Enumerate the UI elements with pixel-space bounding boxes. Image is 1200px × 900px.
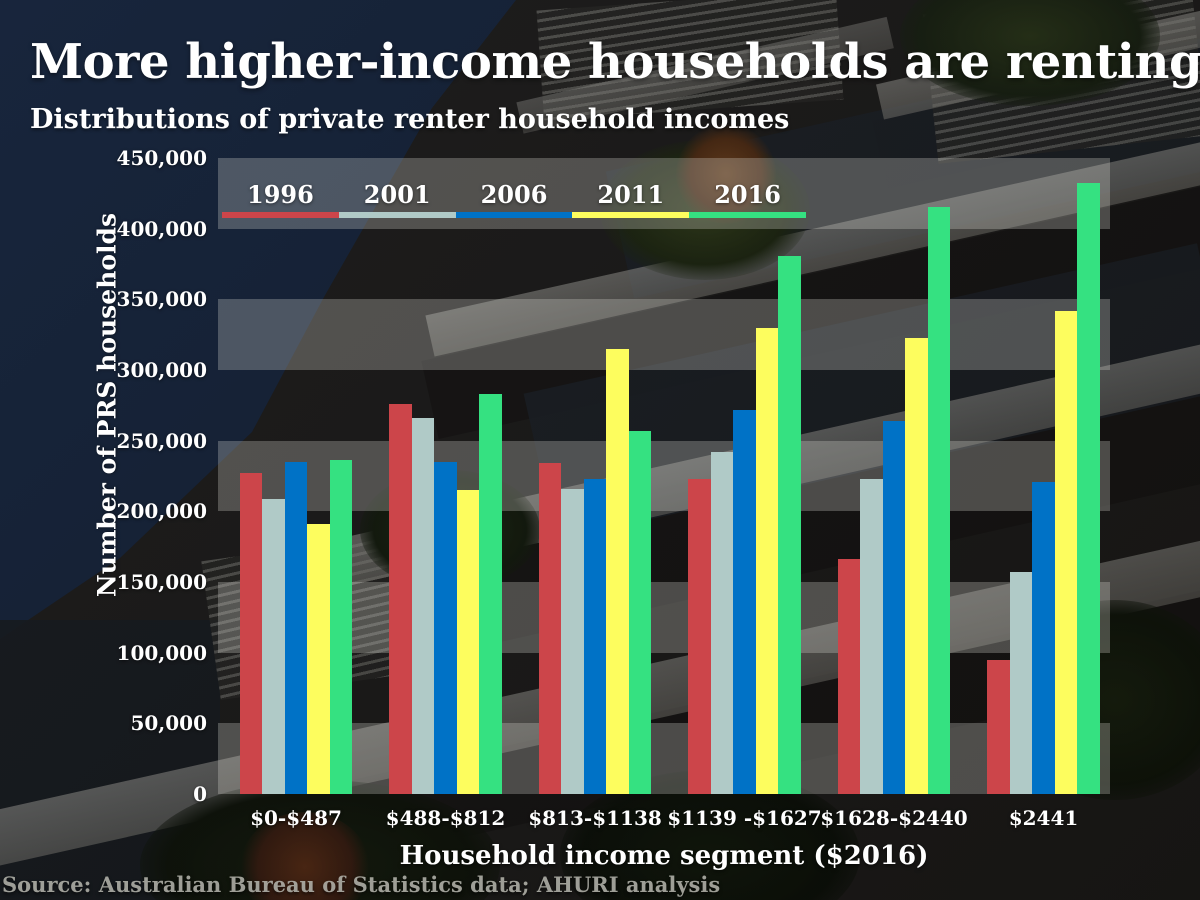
- bar-2006-$2441: [1032, 481, 1055, 794]
- bar-2006-$813-$1138: [583, 478, 607, 794]
- bar-2011-$813-$1138: [606, 348, 629, 794]
- bar-2011-$0-$487: [307, 524, 330, 794]
- legend-item-2006: 2006: [455, 180, 573, 218]
- bar-1996-$2441: [987, 659, 1010, 794]
- legend-year-label: 2016: [714, 180, 781, 209]
- legend-year-label: 1996: [247, 180, 314, 209]
- grid-band: [218, 440, 1110, 512]
- bar-2006-$0-$487: [284, 461, 308, 794]
- source-attribution: Source: Australian Bureau of Statistics …: [2, 872, 721, 897]
- y-tick-label: 450,000: [116, 146, 207, 170]
- bar-1996-$813-$1138: [538, 463, 562, 794]
- bar-2001-$2441: [1009, 572, 1033, 794]
- x-tick-label: $1139 -$1627: [667, 806, 822, 830]
- legend-color-swatch: [572, 212, 690, 218]
- plot-area: 1996 2001 2006 2011 2016: [218, 158, 1110, 794]
- x-tick-label: $2441: [1008, 806, 1079, 830]
- legend-item-1996: 1996: [222, 180, 339, 218]
- bar-2016-$1139 -$1627: [778, 255, 801, 794]
- y-tick-label: 200,000: [116, 499, 207, 524]
- legend-year-label: 2011: [597, 180, 665, 209]
- y-tick-label: 300,000: [116, 358, 207, 382]
- bar-2006-$1139 -$1627: [733, 409, 756, 794]
- chart-subtitle: Distributions of private renter househol…: [30, 104, 790, 135]
- bar-2016-$488-$812: [479, 394, 502, 794]
- y-tick-label: 0: [193, 782, 207, 806]
- bar-1996-$0-$487: [239, 473, 263, 794]
- y-tick-label: 50,000: [130, 711, 207, 736]
- bar-2011-$2441: [1054, 310, 1078, 794]
- legend-year-label: 2001: [363, 180, 431, 209]
- y-tick-label: 400,000: [116, 216, 207, 241]
- bar-1996-$1628-$2440: [837, 559, 861, 794]
- bar-2016-$2441: [1077, 183, 1100, 794]
- chart-title: More higher-income households are rentin…: [30, 34, 1200, 90]
- grid-band: [218, 582, 1110, 653]
- grid-band: [218, 299, 1110, 370]
- bar-1996-$488-$812: [389, 403, 412, 794]
- bar-2006-$1628-$2440: [882, 420, 906, 794]
- grid-band: [218, 723, 1110, 794]
- bar-2016-$813-$1138: [628, 430, 652, 794]
- x-tick-label: $1628-$2440: [820, 806, 968, 830]
- x-tick-label: $488-$812: [385, 806, 506, 830]
- x-tick-label: $0-$487: [250, 806, 342, 830]
- y-tick-label: 150,000: [116, 570, 207, 594]
- x-axis-ticks: $0-$487 $488-$812 $813-$1138 $1139 -$1627 $1…: [218, 806, 1110, 834]
- y-tick-label: 350,000: [116, 287, 207, 312]
- bar-2016-$0-$487: [329, 460, 353, 794]
- bar-2001-$0-$487: [262, 498, 285, 794]
- legend-color-swatch: [338, 212, 456, 218]
- bar-2001-$1628-$2440: [860, 478, 883, 794]
- bar-2016-$1628-$2440: [927, 207, 951, 794]
- legend-color-swatch: [689, 212, 806, 218]
- bar-2011-$1628-$2440: [905, 337, 928, 794]
- bar-1996-$1139 -$1627: [688, 478, 711, 794]
- x-tick-label: $813-$1138: [528, 806, 662, 830]
- bar-2001-$1139 -$1627: [710, 451, 734, 794]
- bar-2001-$813-$1138: [561, 488, 584, 794]
- bar-2001-$488-$812: [411, 418, 435, 794]
- bar-2006-$488-$812: [434, 461, 457, 794]
- legend-item-2016: 2016: [689, 180, 806, 218]
- y-axis-ticks: 450,000 400,000 350,000 300,000 250,000 200,0…: [0, 146, 207, 806]
- legend-item-2011: 2011: [572, 180, 690, 218]
- y-tick-label: 250,000: [116, 428, 207, 453]
- bar-2011-$1139 -$1627: [755, 327, 779, 794]
- legend-color-swatch: [455, 212, 573, 218]
- bar-2011-$488-$812: [456, 490, 480, 794]
- legend-year-label: 2006: [480, 180, 548, 209]
- legend-color-swatch: [222, 212, 339, 218]
- legend-item-2001: 2001: [338, 180, 456, 218]
- x-axis-title: Household income segment ($2016): [399, 841, 929, 871]
- y-tick-label: 100,000: [116, 640, 207, 665]
